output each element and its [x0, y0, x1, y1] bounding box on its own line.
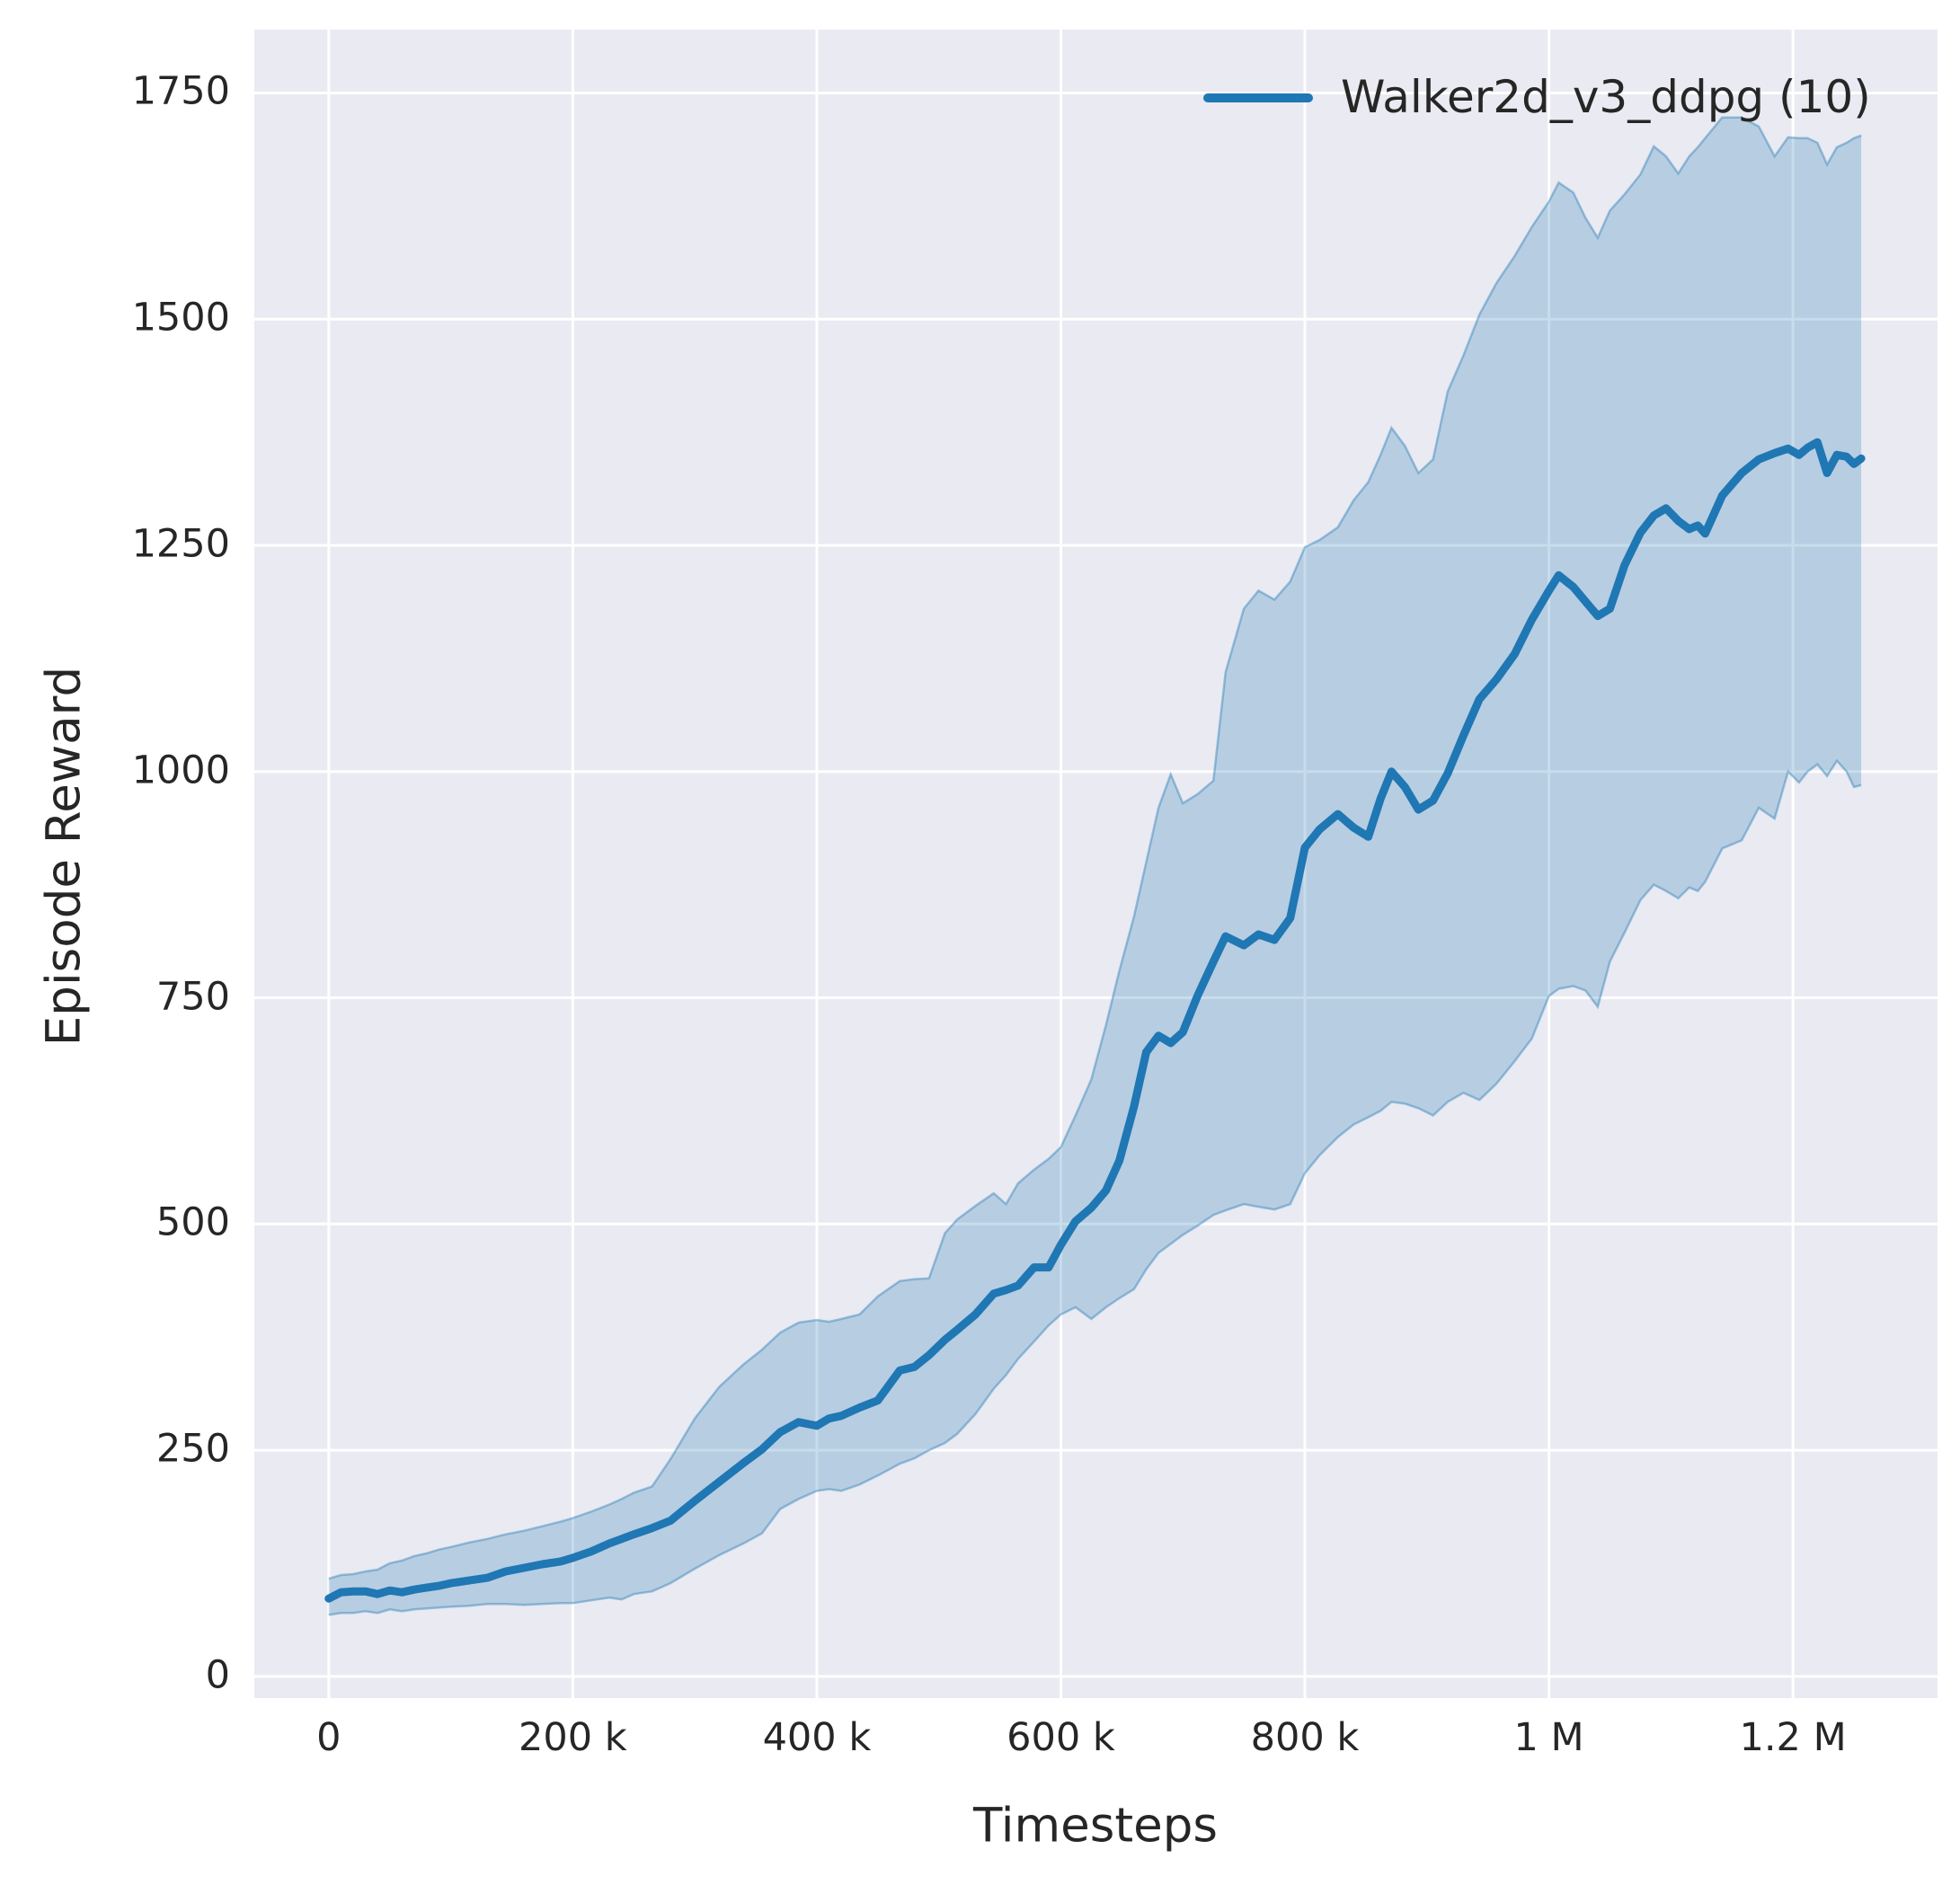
y-tick-label: 1250 [131, 521, 230, 567]
x-axis-label: Timesteps [973, 1798, 1218, 1854]
x-tick-label: 1.2 M [1739, 1715, 1847, 1760]
x-tick-label: 200 k [519, 1715, 627, 1760]
plot-background [254, 30, 1938, 1698]
x-tick-label: 400 k [762, 1715, 872, 1760]
x-tick-label: 600 k [1007, 1715, 1115, 1760]
y-tick-label: 1750 [131, 68, 230, 114]
y-tick-label: 0 [205, 1652, 230, 1698]
x-tick-label: 1 M [1513, 1715, 1584, 1760]
y-tick-label: 500 [155, 1199, 230, 1245]
confidence-band-upper-edge [328, 116, 1862, 1580]
y-tick-label: 750 [155, 973, 230, 1019]
y-tick-label: 250 [155, 1426, 230, 1472]
y-tick-label: 1500 [131, 295, 230, 341]
y-axis-label: Episode Reward [36, 666, 92, 1047]
confidence-band [328, 117, 1862, 1615]
x-tick-label: 0 [316, 1715, 341, 1760]
y-tick-label: 1000 [131, 748, 230, 793]
confidence-band-lower-edge [328, 758, 1862, 1616]
mean-reward-line [324, 438, 1866, 1603]
x-tick-label: 800 k [1250, 1715, 1360, 1760]
